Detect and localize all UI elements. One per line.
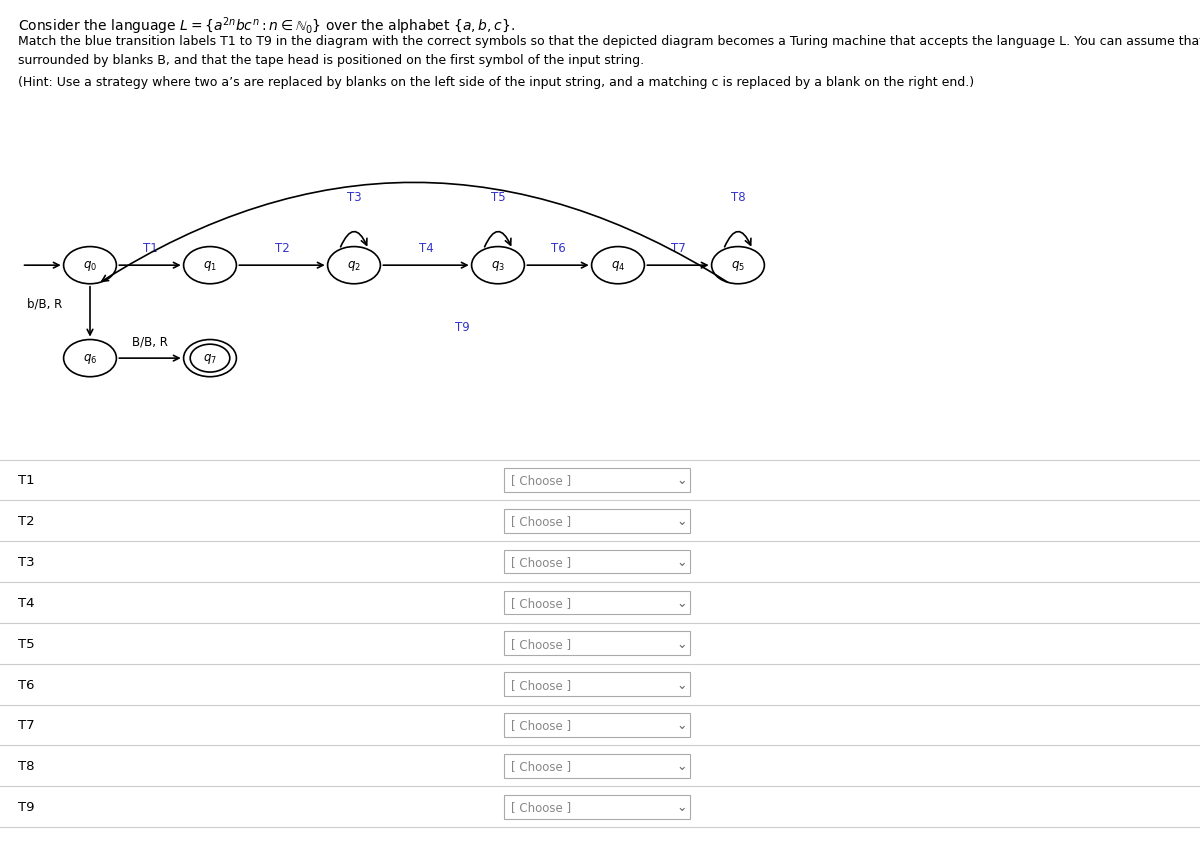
Text: ⌄: ⌄ <box>677 760 686 772</box>
Text: [ Choose ]: [ Choose ] <box>511 596 571 609</box>
Text: b/B, R: b/B, R <box>26 297 62 310</box>
Text: T1: T1 <box>18 473 35 487</box>
Text: T6: T6 <box>18 678 35 691</box>
FancyArrowPatch shape <box>485 232 511 247</box>
FancyBboxPatch shape <box>504 550 690 574</box>
Text: $q_{1}$: $q_{1}$ <box>203 259 217 273</box>
Text: T2: T2 <box>275 242 289 255</box>
FancyBboxPatch shape <box>504 673 690 696</box>
Text: T2: T2 <box>18 515 35 528</box>
Text: ⌄: ⌄ <box>677 678 686 691</box>
Text: T9: T9 <box>18 800 35 814</box>
Text: [ Choose ]: [ Choose ] <box>511 473 571 487</box>
Text: [ Choose ]: [ Choose ] <box>511 555 571 569</box>
Text: ⌄: ⌄ <box>677 800 686 814</box>
Text: $q_{3}$: $q_{3}$ <box>491 259 505 273</box>
Text: [ Choose ]: [ Choose ] <box>511 800 571 814</box>
Text: $q_{6}$: $q_{6}$ <box>83 352 97 365</box>
Text: T6: T6 <box>551 242 565 255</box>
Text: (Hint: Use a strategy where two a’s are replaced by blanks on the left side of t: (Hint: Use a strategy where two a’s are … <box>18 76 974 89</box>
Text: $q_{2}$: $q_{2}$ <box>347 259 361 273</box>
FancyBboxPatch shape <box>504 795 690 819</box>
Text: $q_{4}$: $q_{4}$ <box>611 259 625 273</box>
FancyArrowPatch shape <box>102 183 727 283</box>
Text: [ Choose ]: [ Choose ] <box>511 637 571 650</box>
Text: B/B, R: B/B, R <box>132 336 168 349</box>
Text: T7: T7 <box>18 718 35 732</box>
FancyArrowPatch shape <box>341 232 367 247</box>
Text: T3: T3 <box>347 191 361 203</box>
Text: T3: T3 <box>18 555 35 569</box>
Text: $q_{0}$: $q_{0}$ <box>83 259 97 273</box>
Text: T1: T1 <box>143 242 157 255</box>
Text: [ Choose ]: [ Choose ] <box>511 678 571 691</box>
Text: $q_{5}$: $q_{5}$ <box>731 259 745 273</box>
Text: [ Choose ]: [ Choose ] <box>511 760 571 772</box>
Text: T8: T8 <box>731 191 745 203</box>
FancyBboxPatch shape <box>504 468 690 492</box>
FancyBboxPatch shape <box>504 631 690 655</box>
Text: ⌄: ⌄ <box>677 596 686 609</box>
FancyBboxPatch shape <box>504 713 690 737</box>
Text: $q_{7}$: $q_{7}$ <box>203 352 217 365</box>
Text: Match the blue transition labels T1 to T9 in the diagram with the correct symbol: Match the blue transition labels T1 to T… <box>18 35 1200 68</box>
FancyArrowPatch shape <box>725 232 751 247</box>
Text: ⌄: ⌄ <box>677 473 686 487</box>
Text: T7: T7 <box>671 242 685 255</box>
Text: T9: T9 <box>455 320 469 333</box>
Text: ⌄: ⌄ <box>677 718 686 732</box>
Text: ⌄: ⌄ <box>677 515 686 528</box>
Text: T5: T5 <box>18 637 35 650</box>
Text: T4: T4 <box>419 242 433 255</box>
Text: ⌄: ⌄ <box>677 637 686 650</box>
Text: ⌄: ⌄ <box>677 555 686 569</box>
Text: [ Choose ]: [ Choose ] <box>511 718 571 732</box>
Text: Consider the language $L = \{a^{2n}bc^n : n \in \mathbb{N}_0\}$ over the alphabe: Consider the language $L = \{a^{2n}bc^n … <box>18 15 515 37</box>
Text: T4: T4 <box>18 596 35 609</box>
Text: T8: T8 <box>18 760 35 772</box>
FancyBboxPatch shape <box>504 755 690 778</box>
Text: T5: T5 <box>491 191 505 203</box>
Text: [ Choose ]: [ Choose ] <box>511 515 571 528</box>
FancyBboxPatch shape <box>504 591 690 614</box>
FancyBboxPatch shape <box>504 509 690 533</box>
